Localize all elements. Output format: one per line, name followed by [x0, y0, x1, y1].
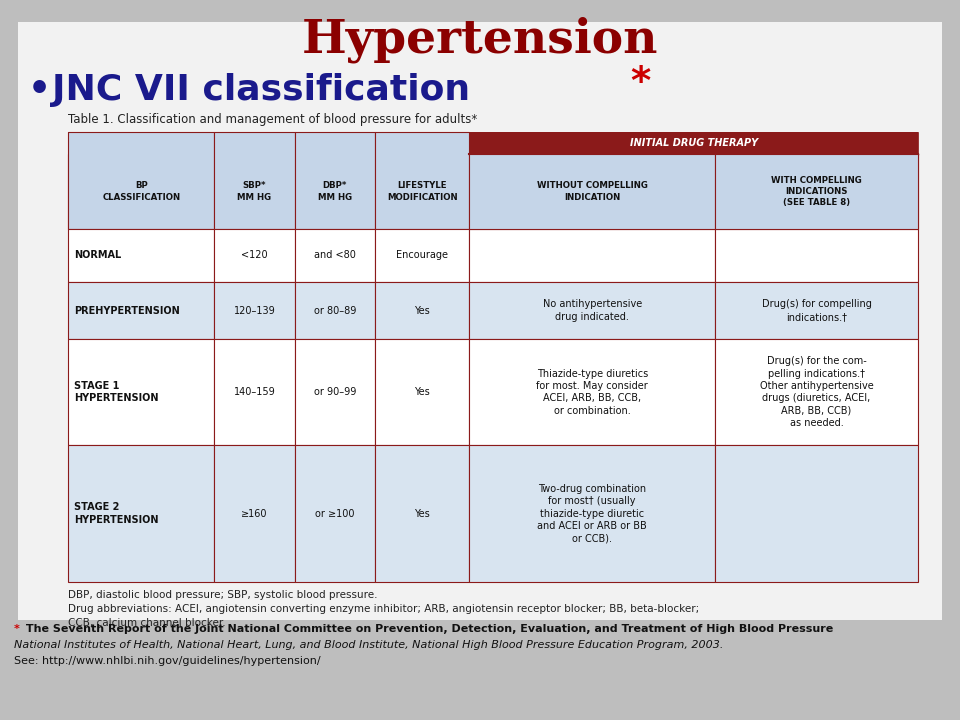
Bar [715, 282, 918, 339]
Bar [295, 229, 375, 282]
Bar [375, 339, 469, 445]
Bar [375, 132, 469, 229]
Bar [469, 282, 715, 339]
Text: LIFESTYLE
MODIFICATION: LIFESTYLE MODIFICATION [387, 181, 458, 202]
Bar [68, 445, 214, 582]
Bar [68, 282, 214, 339]
Bar [214, 339, 295, 445]
Bar [469, 154, 715, 229]
Bar [715, 339, 918, 445]
Text: Yes: Yes [415, 387, 430, 397]
Text: PREHYPERTENSION: PREHYPERTENSION [74, 305, 180, 315]
Bar [295, 445, 375, 582]
Bar [295, 132, 375, 229]
Text: ≥160: ≥160 [241, 508, 268, 518]
Bar [375, 229, 469, 282]
Text: or ≥100: or ≥100 [315, 508, 354, 518]
Bar [469, 132, 918, 154]
Bar [68, 229, 214, 282]
Text: The Seventh Report of the Joint National Committee on Prevention, Detection, Eva: The Seventh Report of the Joint National… [22, 624, 833, 634]
Bar [214, 132, 295, 229]
Bar [715, 154, 918, 229]
Text: DBP, diastolic blood pressure; SBP, systolic blood pressure.: DBP, diastolic blood pressure; SBP, syst… [68, 590, 377, 600]
Text: or 80–89: or 80–89 [314, 305, 356, 315]
Text: Table 1. Classification and management of blood pressure for adults*: Table 1. Classification and management o… [68, 114, 477, 127]
Bar [469, 339, 715, 445]
Bar [715, 229, 918, 282]
Text: SBP*
MM HG: SBP* MM HG [237, 181, 272, 202]
Text: Yes: Yes [415, 508, 430, 518]
Bar [375, 445, 469, 582]
Bar [214, 445, 295, 582]
Text: See: http://www.nhlbi.nih.gov/guidelines/hypertension/: See: http://www.nhlbi.nih.gov/guidelines… [14, 656, 321, 666]
Bar [375, 154, 469, 229]
Bar [469, 445, 715, 582]
Text: and <80: and <80 [314, 251, 356, 261]
Bar [295, 154, 375, 229]
Text: National Institutes of Health, National Heart, Lung, and Blood Institute, Nation: National Institutes of Health, National … [14, 640, 724, 650]
Text: WITH COMPELLING
INDICATIONS
(SEE TABLE 8): WITH COMPELLING INDICATIONS (SEE TABLE 8… [771, 176, 862, 207]
Text: JNC VII classification: JNC VII classification [52, 73, 470, 107]
Text: 120–139: 120–139 [233, 305, 276, 315]
Text: Drug(s) for compelling
indications.†: Drug(s) for compelling indications.† [761, 300, 872, 322]
Text: No antihypertensive
drug indicated.: No antihypertensive drug indicated. [542, 300, 642, 322]
Text: WITHOUT COMPELLING
INDICATION: WITHOUT COMPELLING INDICATION [537, 181, 648, 202]
Bar [68, 154, 214, 229]
Text: INITIAL DRUG THERAPY: INITIAL DRUG THERAPY [625, 138, 762, 148]
Bar [469, 154, 715, 229]
Bar [68, 132, 918, 154]
Bar [375, 282, 469, 339]
Text: <120: <120 [241, 251, 268, 261]
Text: BP
CLASSIFICATION: BP CLASSIFICATION [102, 181, 180, 202]
Text: or 90–99: or 90–99 [314, 387, 356, 397]
Text: NORMAL: NORMAL [74, 251, 121, 261]
Bar [214, 154, 295, 229]
Text: Encourage: Encourage [396, 251, 448, 261]
Text: Two-drug combination
for most† (usually
thiazide-type diuretic
and ACEI or ARB o: Two-drug combination for most† (usually … [538, 484, 647, 544]
Bar [715, 154, 918, 229]
Bar [715, 445, 918, 582]
Text: 140–159: 140–159 [233, 387, 276, 397]
Bar [214, 282, 295, 339]
Bar [68, 339, 214, 445]
Text: Thiazide-type diuretics
for most. May consider
ACEI, ARB, BB, CCB,
or combinatio: Thiazide-type diuretics for most. May co… [537, 369, 648, 416]
Text: CCB, calcium channel blocker.: CCB, calcium channel blocker. [68, 618, 226, 628]
Bar [469, 229, 715, 282]
Text: STAGE 1
HYPERTENSION: STAGE 1 HYPERTENSION [74, 381, 158, 403]
Bar [18, 22, 942, 620]
Bar [214, 229, 295, 282]
Text: DBP*
MM HG: DBP* MM HG [318, 181, 352, 202]
Bar [295, 282, 375, 339]
Text: •: • [28, 73, 51, 107]
Text: STAGE 2
HYPERTENSION: STAGE 2 HYPERTENSION [74, 503, 158, 525]
Bar [68, 132, 214, 229]
Text: INITIAL DRUG THERAPY: INITIAL DRUG THERAPY [630, 138, 757, 148]
Text: Drug(s) for the com-
pelling indications.†
Other antihypertensive
drugs (diureti: Drug(s) for the com- pelling indications… [759, 356, 874, 428]
Text: Hypertension: Hypertension [301, 17, 659, 63]
Text: *: * [630, 64, 650, 102]
Text: *: * [14, 624, 20, 634]
Text: Yes: Yes [415, 305, 430, 315]
Text: Drug abbreviations: ACEI, angiotensin converting enzyme inhibitor; ARB, angioten: Drug abbreviations: ACEI, angiotensin co… [68, 604, 699, 614]
Bar [295, 339, 375, 445]
